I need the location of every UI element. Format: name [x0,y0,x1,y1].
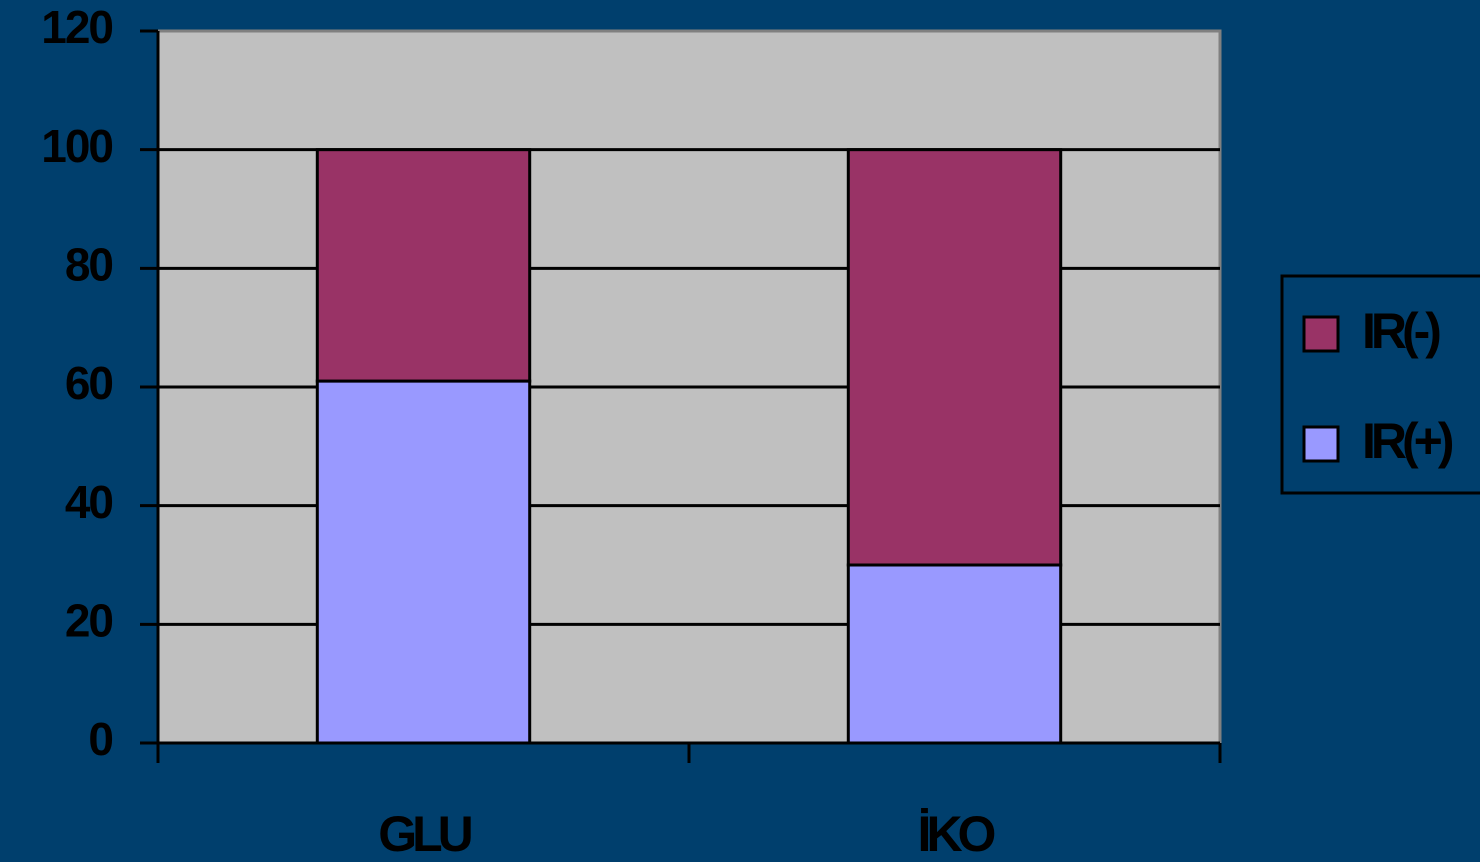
bar-segment [315,148,532,383]
legend-swatch [1302,425,1340,463]
legend-box [1280,274,1480,495]
x-tick-label: GLU [378,806,471,862]
bar-segment [315,379,532,745]
y-tick-label: 20 [65,594,113,646]
y-tick-label: 80 [65,238,113,290]
bar-segment [846,148,1063,567]
y-tick-label: 60 [65,357,113,409]
x-tick-label: İKO [918,806,995,862]
legend-label: IR(-) [1362,303,1440,359]
legend-label: IR(+) [1362,413,1453,469]
y-tick-label: 100 [41,120,112,172]
y-tick-label: 0 [88,713,112,765]
legend-swatch [1302,315,1340,353]
y-tick-label: 40 [65,476,113,528]
bar-segment [846,563,1063,745]
y-tick-label: 120 [41,1,112,53]
